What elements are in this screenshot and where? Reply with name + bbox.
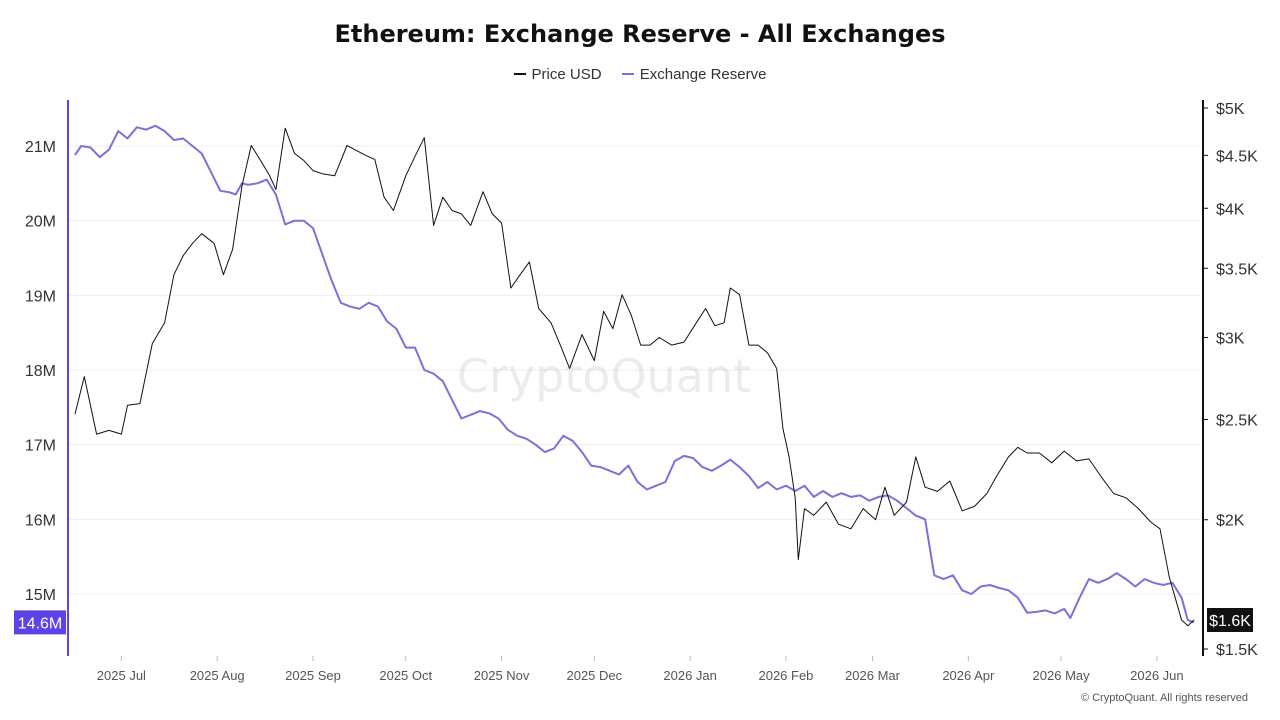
watermark: CryptoQuant	[457, 349, 751, 403]
x-tick: 2025 Dec	[566, 668, 622, 683]
x-tick: 2026 Feb	[758, 668, 813, 683]
legend-item-price[interactable]: Price USD	[513, 65, 602, 83]
x-tick: 2026 May	[1033, 668, 1091, 683]
x-tick: 2026 Jan	[663, 668, 717, 683]
y-left-tick: 16M	[25, 512, 56, 529]
price-current-value: $1.6K	[1209, 613, 1251, 630]
reserve-current-value: 14.6M	[18, 615, 62, 632]
series-line-price-usd[interactable]	[74, 127, 1195, 627]
legend: Price USD Exchange Reserve	[0, 62, 1280, 83]
series-layer	[74, 124, 1195, 627]
x-tick: 2025 Jul	[97, 668, 146, 683]
y-right-tick: $1.5K	[1216, 642, 1258, 659]
copyright-footer: © CryptoQuant. All rights reserved	[1080, 692, 1248, 704]
reserve-current-badge	[14, 610, 66, 635]
legend-item-reserve[interactable]: Exchange Reserve	[621, 65, 767, 83]
y-left-tick: 21M	[25, 139, 56, 156]
current-value-badges: 14.6M $1.6K	[14, 607, 1253, 635]
tick-labels: 21M 20M 19M 18M 17M 16M 15M $5K $4.5K $4K $3.5K $3K…	[25, 101, 1258, 683]
chart-title: Ethereum: Exchange Reserve - All Exchang…	[334, 20, 946, 48]
x-tick: 2025 Nov	[474, 668, 530, 683]
y-left-tick: 15M	[25, 587, 56, 604]
y-right-tick: $2.5K	[1216, 412, 1258, 429]
y-left-tick: 20M	[25, 214, 56, 231]
x-tick: 2025 Sep	[285, 668, 341, 683]
x-tick: 2025 Aug	[190, 668, 245, 683]
legend-label-reserve: Exchange Reserve	[639, 65, 767, 83]
x-tick: 2026 Jun	[1130, 668, 1184, 683]
price-current-badge	[1207, 607, 1253, 632]
legend-label-price: Price USD	[531, 65, 602, 83]
y-right-tick: $4K	[1216, 201, 1245, 218]
legend-swatch-reserve	[621, 73, 634, 75]
y-left-tick: 19M	[25, 288, 56, 305]
gridlines	[68, 145, 1200, 595]
y-left-tick: 18M	[25, 363, 56, 380]
series-line-exchange-reserve[interactable]	[74, 124, 1195, 624]
legend-swatch-price	[513, 73, 526, 75]
x-tick: 2026 Apr	[942, 668, 995, 683]
x-tick: 2025 Oct	[379, 668, 432, 683]
y-right-tick: $4.5K	[1216, 148, 1258, 165]
y-left-tick: 17M	[25, 438, 56, 455]
y-right-tick: $2K	[1216, 513, 1245, 530]
y-right-tick: $3K	[1216, 331, 1245, 348]
x-tick: 2026 Mar	[845, 668, 901, 683]
y-right-tick: $3.5K	[1216, 261, 1258, 278]
y-right-tick: $5K	[1216, 101, 1245, 118]
axes	[67, 100, 1204, 656]
